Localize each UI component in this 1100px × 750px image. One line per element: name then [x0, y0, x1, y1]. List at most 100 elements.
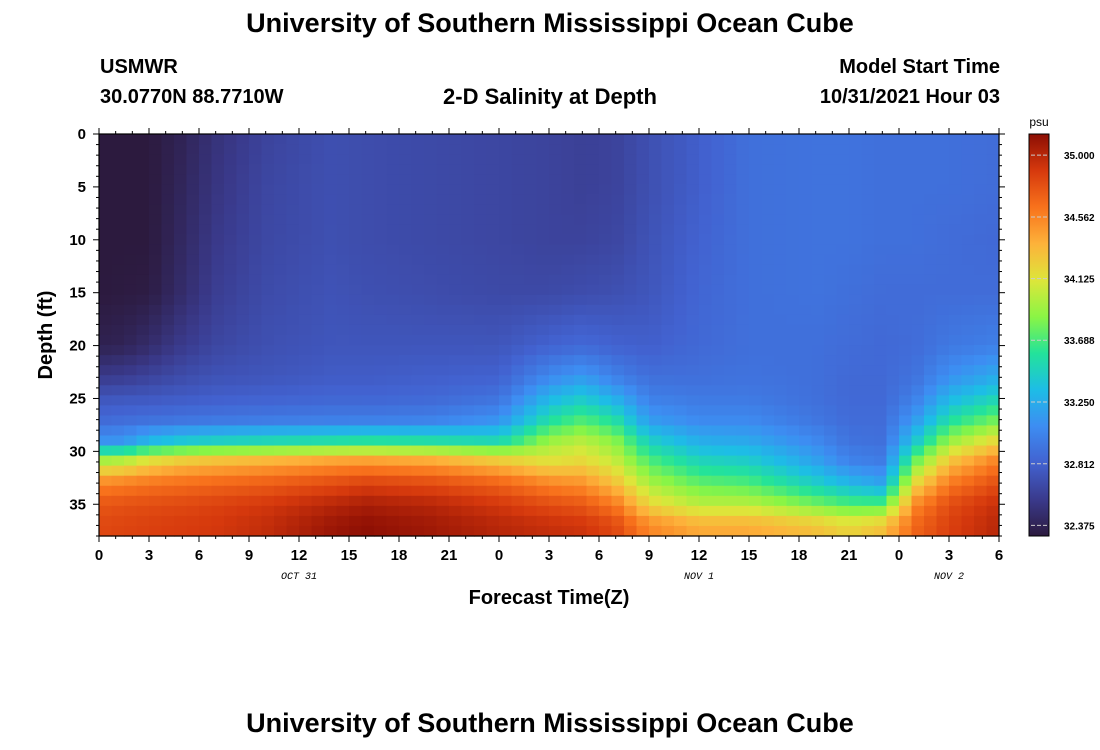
heatmap-cell [549, 355, 563, 366]
heatmap-cell [336, 455, 350, 467]
heatmap-cell [599, 435, 613, 447]
heatmap-cell [174, 324, 188, 336]
heatmap-cell [674, 495, 688, 507]
heatmap-cell [386, 435, 400, 447]
heatmap-cell [336, 475, 350, 487]
heatmap-cell [236, 455, 250, 467]
heatmap-cell [111, 284, 125, 296]
heatmap-cell [724, 154, 738, 165]
heatmap-cell [249, 465, 263, 477]
heatmap-cell [686, 395, 700, 406]
heatmap-cell [236, 154, 250, 165]
heatmap-cell [686, 204, 700, 215]
heatmap-cell [649, 154, 663, 165]
heatmap-cell [199, 314, 213, 326]
heatmap-cell [624, 324, 638, 336]
heatmap-cell [136, 274, 150, 286]
heatmap-cell [436, 294, 450, 306]
y-tick-label: 15 [69, 285, 86, 302]
heatmap-cell [674, 435, 688, 447]
heatmap-cell [624, 475, 638, 487]
heatmap-cell [399, 264, 413, 276]
heatmap-cell [749, 485, 763, 497]
heatmap-cell [124, 284, 138, 296]
heatmap-cell [824, 365, 838, 376]
heatmap-cell [724, 234, 738, 246]
heatmap-cell [574, 324, 588, 336]
heatmap-cell [249, 314, 263, 326]
heatmap-cell [886, 395, 900, 406]
heatmap-cell [311, 455, 325, 467]
heatmap-cell [324, 264, 338, 276]
heatmap-cell [186, 214, 200, 226]
heatmap-cell [424, 134, 438, 145]
heatmap-cell [211, 415, 225, 427]
heatmap-cell [161, 264, 175, 276]
heatmap-cell [699, 515, 713, 527]
heatmap-cell [374, 465, 388, 477]
heatmap-cell [111, 324, 125, 336]
heatmap-cell [924, 214, 938, 226]
heatmap-cell [849, 314, 863, 326]
heatmap-cell [461, 415, 475, 427]
heatmap-cell [161, 395, 175, 406]
heatmap-cell [736, 304, 750, 316]
heatmap-cell [499, 324, 513, 336]
heatmap-cell [699, 184, 713, 195]
heatmap-cell [224, 525, 238, 537]
heatmap-cell [149, 234, 163, 246]
heatmap-cell [949, 365, 963, 376]
heatmap-cell [886, 345, 900, 356]
heatmap-cell [986, 385, 1000, 396]
heatmap-cell [924, 405, 938, 416]
heatmap-cell [961, 144, 975, 155]
heatmap-cell [949, 274, 963, 286]
heatmap-cell [136, 194, 150, 205]
heatmap-cell [274, 274, 288, 286]
heatmap-cell [649, 375, 663, 386]
heatmap-cell [561, 335, 575, 346]
heatmap-cell [811, 395, 825, 406]
heatmap-cell [761, 395, 775, 406]
heatmap-cell [761, 154, 775, 165]
heatmap-cell [536, 375, 550, 386]
heatmap-cell [686, 214, 700, 226]
heatmap-cell [774, 144, 788, 155]
heatmap-cell [661, 405, 675, 416]
heatmap-cell [161, 495, 175, 507]
heatmap-cell [699, 375, 713, 386]
heatmap-cell [699, 475, 713, 487]
heatmap-cell [899, 495, 913, 507]
heatmap-cell [936, 154, 950, 165]
heatmap-cell [186, 485, 200, 497]
heatmap-cell [161, 335, 175, 346]
heatmap-cell [711, 174, 725, 185]
heatmap-cell [549, 194, 563, 205]
heatmap-cell [561, 495, 575, 507]
heatmap-cell [549, 505, 563, 517]
heatmap-cell [361, 425, 375, 437]
heatmap-cell [536, 505, 550, 517]
heatmap-cell [799, 154, 813, 165]
heatmap-cell [861, 184, 875, 195]
heatmap-cell [736, 214, 750, 226]
heatmap-cell [336, 194, 350, 205]
heatmap-cell [336, 415, 350, 427]
heatmap-cell [349, 324, 363, 336]
heatmap-cell [499, 224, 513, 236]
heatmap-cell [111, 495, 125, 507]
heatmap-cell [211, 304, 225, 316]
heatmap-cell [961, 184, 975, 195]
heatmap-cell [811, 445, 825, 457]
heatmap-cell [936, 485, 950, 497]
heatmap-cell [936, 284, 950, 296]
heatmap-cell [824, 515, 838, 527]
heatmap-cell [211, 375, 225, 386]
heatmap-cell [399, 515, 413, 527]
heatmap-cell [99, 134, 113, 145]
heatmap-cell [236, 395, 250, 406]
y-tick-label: 0 [78, 126, 86, 143]
heatmap-cell [724, 345, 738, 356]
heatmap-cell [524, 405, 538, 416]
heatmap-cell [749, 465, 763, 477]
